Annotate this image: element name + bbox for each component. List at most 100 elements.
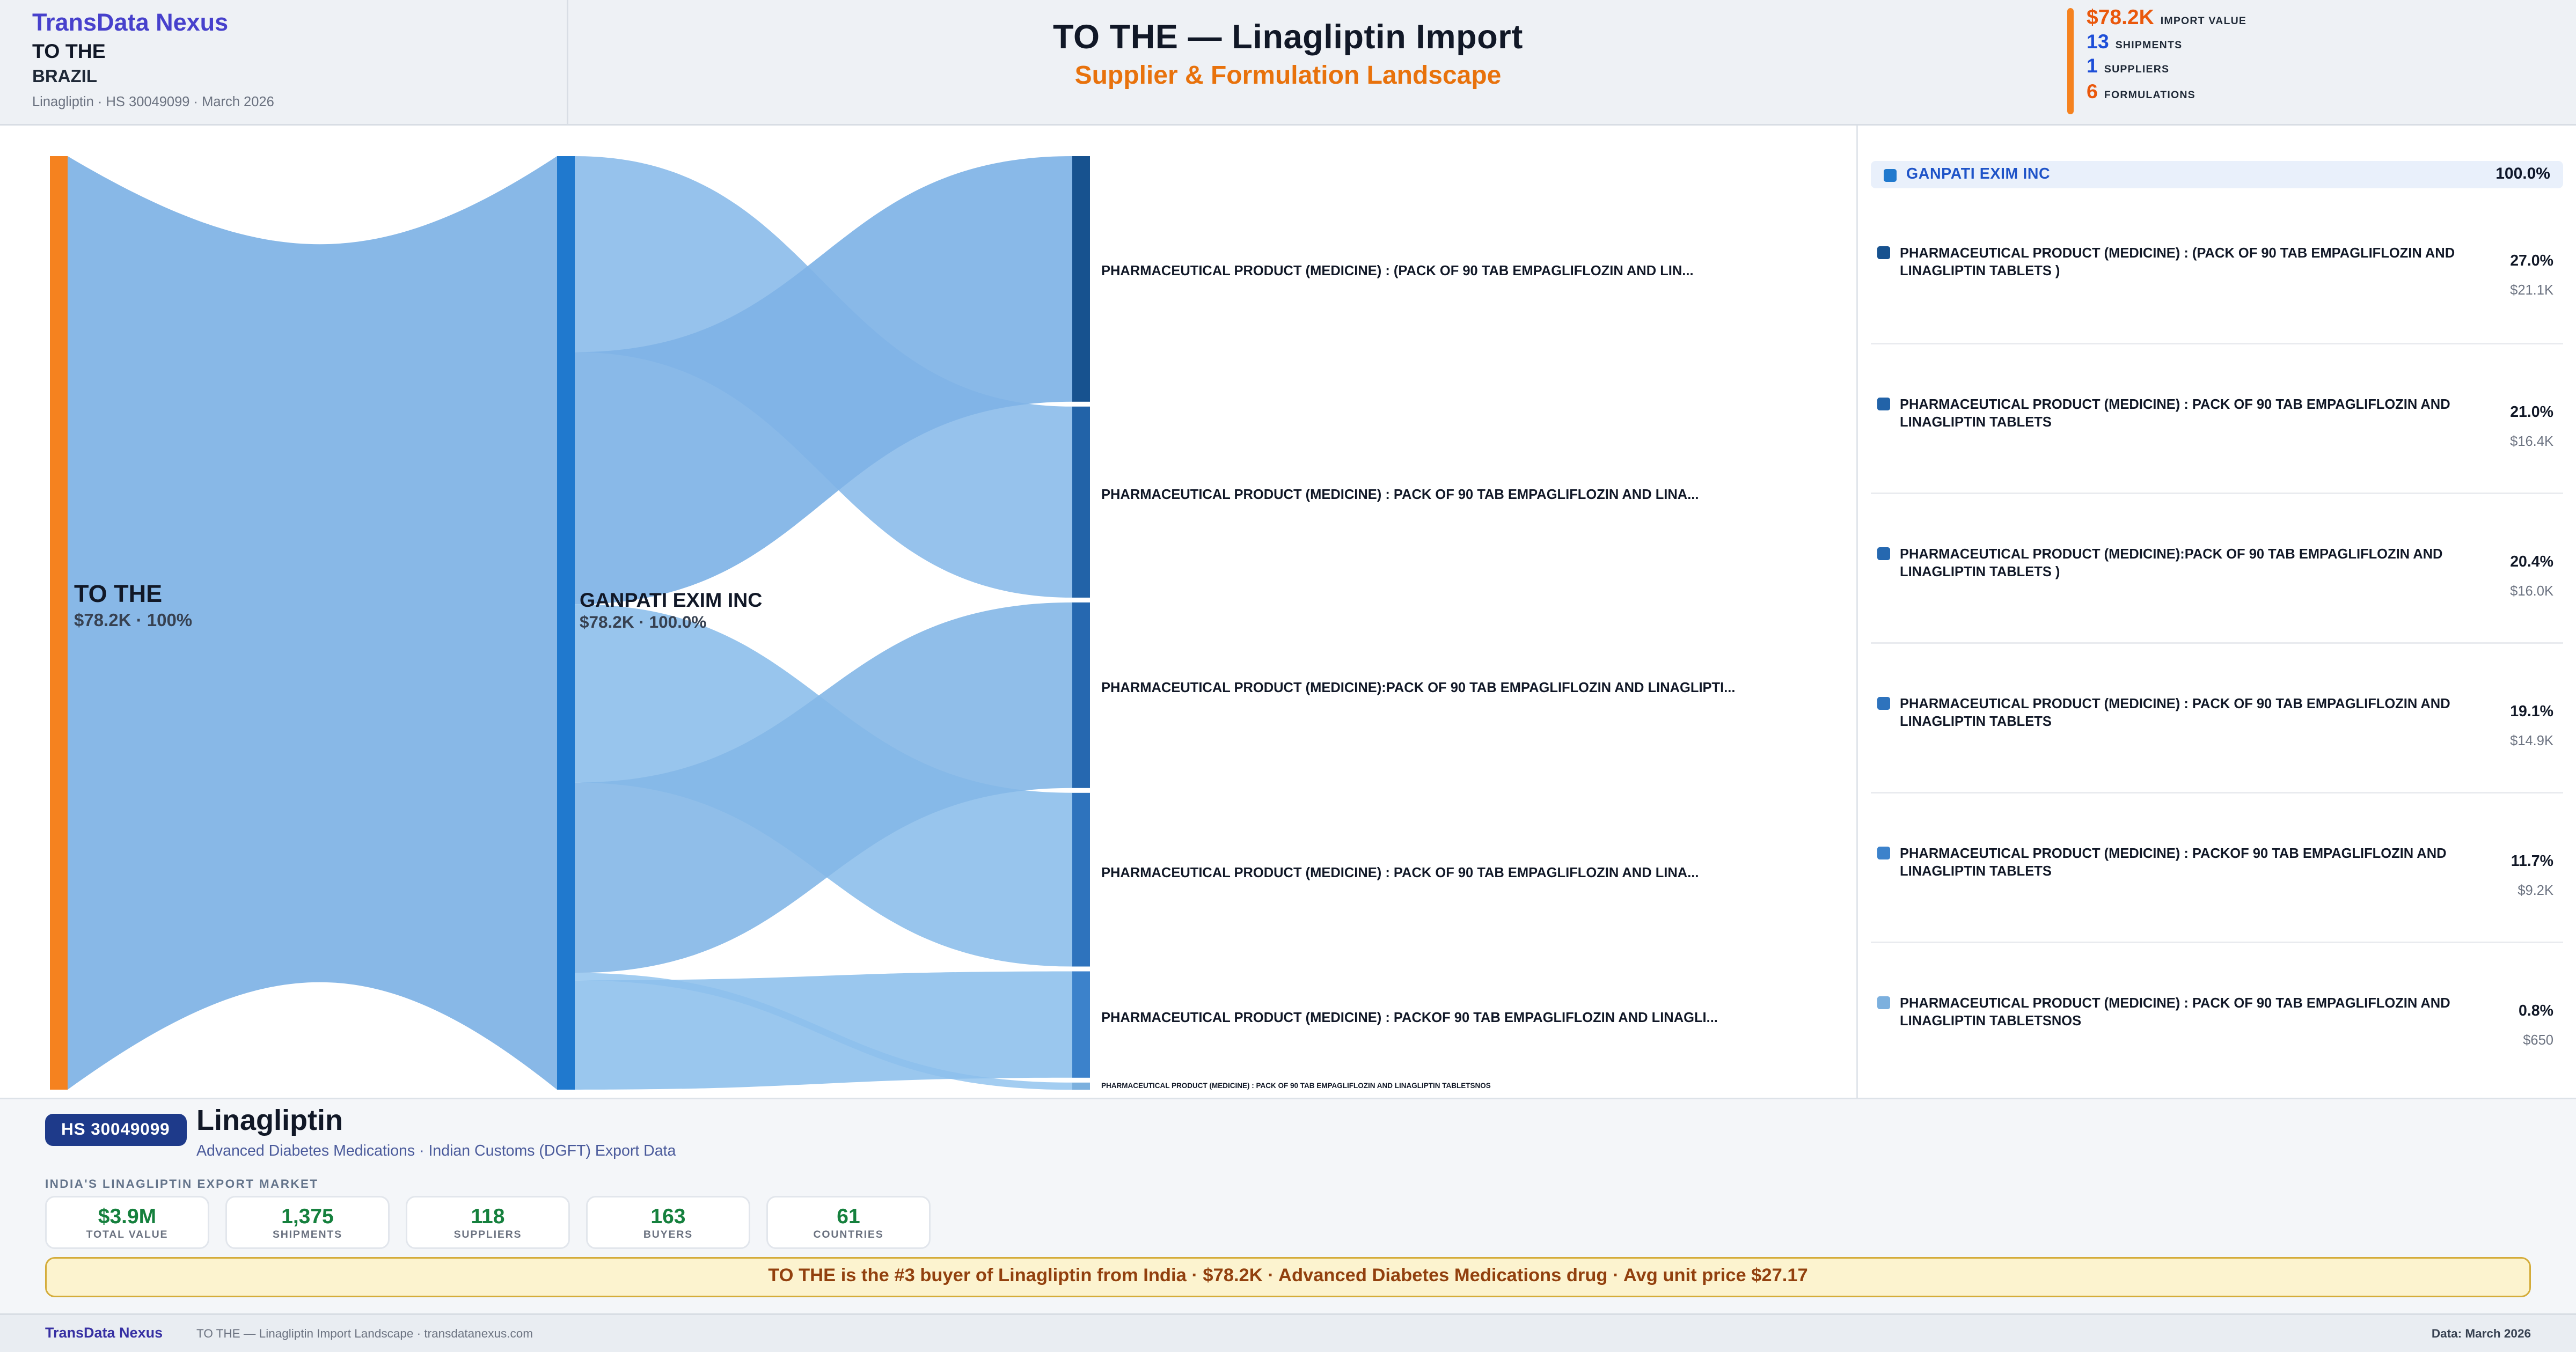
stat-import-value: $78.2K IMPORT VALUE [2087, 5, 2246, 30]
stat-card-shipments: 1,375 SHIPMENTS [225, 1196, 390, 1249]
supplier-node-label: GANPATI EXIM INC $78.2K · 100.0% [580, 589, 762, 633]
footer-brand: TransData Nexus [45, 1325, 163, 1341]
formulation-value: $14.9K [2510, 732, 2553, 748]
supplier-node-value: $78.2K · 100.0% [580, 613, 707, 633]
supplier-detail-row[interactable]: GANPATI EXIM INC 100.0% [1871, 161, 2563, 188]
stat-card-label: COUNTRIES [813, 1230, 884, 1241]
stat-suppliers: 1 SUPPLIERS [2087, 55, 2246, 80]
stat-import-value-label: IMPORT VALUE [2160, 16, 2247, 27]
formulation-label-1: PHARMACEUTICAL PRODUCT (MEDICINE) : (PAC… [1101, 262, 1694, 278]
header-meta: Linagliptin · HS 30049099 · March 2026 [32, 93, 274, 109]
formulation-share: 27.0% [2510, 253, 2553, 270]
stat-card-value: 61 [837, 1204, 860, 1228]
supplier-swatch-icon [1884, 168, 1897, 181]
market-section-label: INDIA'S LINAGLIPTIN EXPORT MARKET [45, 1177, 319, 1191]
formulation-name: PHARMACEUTICAL PRODUCT (MEDICINE) : PACK… [1900, 695, 2450, 730]
formulation-row[interactable]: PHARMACEUTICAL PRODUCT (MEDICINE) : PACK… [1871, 343, 2563, 493]
stat-shipments-number: 13 [2087, 30, 2109, 53]
supplier-node-name: GANPATI EXIM INC [580, 589, 763, 612]
formulation-share: 0.8% [2519, 1003, 2553, 1020]
formulation-swatch-icon [1877, 246, 1890, 259]
formulation-label-3: PHARMACEUTICAL PRODUCT (MEDICINE):PACK O… [1101, 679, 1736, 695]
product-name: Linagliptin [196, 1104, 343, 1136]
stat-formulations-label: FORMULATIONS [2104, 89, 2196, 101]
buyer-node-value: $78.2K · 100% [74, 612, 193, 631]
stat-import-value-number: $78.2K [2087, 5, 2154, 29]
formulation-label-6: PHARMACEUTICAL PRODUCT (MEDICINE) : PACK… [1101, 1082, 1491, 1090]
stat-formulations-number: 6 [2087, 79, 2098, 102]
node-formulation-3[interactable] [1072, 602, 1090, 788]
supplier-detail-share: 100.0% [2496, 166, 2550, 183]
formulation-name: PHARMACEUTICAL PRODUCT (MEDICINE):PACK O… [1900, 546, 2443, 580]
title-block: TO THE — Linagliptin Import Supplier & F… [580, 0, 1996, 126]
header-divider [567, 0, 568, 124]
footer-data-date: Data: March 2026 [2431, 1326, 2531, 1341]
flow-supplier-to-formulation-5[interactable] [575, 971, 1072, 1090]
sankey-chart: TO THE $78.2K · 100% GANPATI EXIM INC $7… [0, 126, 1856, 1098]
stat-card-label: SUPPLIERS [453, 1230, 522, 1241]
node-formulation-2[interactable] [1072, 406, 1090, 598]
formulation-row[interactable]: PHARMACEUTICAL PRODUCT (MEDICINE) : PACK… [1871, 792, 2563, 942]
page-title: TO THE — Linagliptin Import [1053, 19, 1523, 56]
supplier-detail-name: GANPATI EXIM INC [1906, 166, 2051, 183]
sankey-svg [50, 156, 1090, 1090]
panel-divider [1856, 126, 1858, 1098]
stat-card-label: BUYERS [643, 1230, 693, 1241]
formulation-share: 11.7% [2511, 853, 2553, 871]
formulation-name: PHARMACEUTICAL PRODUCT (MEDICINE) : PACK… [1900, 845, 2447, 879]
stat-suppliers-label: SUPPLIERS [2104, 64, 2170, 76]
header-buyer-country: BRAZIL [32, 68, 97, 87]
flow-supplier-to-formulation-3[interactable] [575, 602, 1072, 973]
formulation-label-4: PHARMACEUTICAL PRODUCT (MEDICINE) : PACK… [1101, 864, 1699, 880]
formulation-row[interactable]: PHARMACEUTICAL PRODUCT (MEDICINE) : PACK… [1871, 642, 2563, 792]
formulation-swatch-icon [1877, 847, 1890, 859]
node-formulation-5[interactable] [1072, 971, 1090, 1078]
formulation-swatch-icon [1877, 398, 1890, 410]
stat-card-value: 118 [471, 1204, 505, 1228]
header-buyer-name: TO THE [32, 40, 106, 63]
stats-accent-bar [2067, 8, 2074, 114]
formulation-row[interactable]: PHARMACEUTICAL PRODUCT (MEDICINE) : (PAC… [1871, 193, 2563, 343]
node-formulation-1[interactable] [1072, 156, 1090, 402]
footer-bar: TransData Nexus TO THE — Linagliptin Imp… [0, 1313, 2576, 1352]
stat-card-suppliers: 118 SUPPLIERS [406, 1196, 570, 1249]
stat-card-label: SHIPMENTS [272, 1230, 342, 1241]
node-formulation-4[interactable] [1072, 792, 1090, 967]
insight-banner: TO THE is the #3 buyer of Linagliptin fr… [45, 1257, 2531, 1297]
header-bar: TransData Nexus TO THE BRAZIL Linaglipti… [0, 0, 2576, 126]
formulation-row[interactable]: PHARMACEUTICAL PRODUCT (MEDICINE) : PACK… [1871, 942, 2563, 1091]
formulation-rows: PHARMACEUTICAL PRODUCT (MEDICINE) : (PAC… [1871, 193, 2563, 1091]
buyer-node-name: TO THE [74, 581, 163, 608]
formulation-name: PHARMACEUTICAL PRODUCT (MEDICINE) : PACK… [1900, 995, 2450, 1029]
formulation-value: $9.2K [2518, 882, 2553, 898]
footer-description: TO THE — Linagliptin Import Landscape · … [196, 1326, 533, 1341]
brand-logo: TransData Nexus [32, 10, 229, 37]
formulation-value: $21.1K [2510, 282, 2553, 298]
formulation-label-2: PHARMACEUTICAL PRODUCT (MEDICINE) : PACK… [1101, 486, 1699, 502]
formulation-swatch-icon [1877, 996, 1890, 1009]
market-stat-cards: $3.9M TOTAL VALUE 1,375 SHIPMENTS 118 SU… [45, 1196, 931, 1249]
stat-suppliers-number: 1 [2087, 55, 2098, 77]
product-section: HS 30049099 Linagliptin Advanced Diabete… [0, 1098, 2576, 1313]
stat-card-value: $3.9M [98, 1204, 157, 1228]
buyer-node-label: TO THE $78.2K · 100% [74, 581, 192, 631]
formulation-share: 21.0% [2510, 404, 2553, 422]
stat-shipments-label: SHIPMENTS [2115, 39, 2183, 51]
stat-card-countries: 61 COUNTRIES [766, 1196, 931, 1249]
formulation-name: PHARMACEUTICAL PRODUCT (MEDICINE) : PACK… [1900, 396, 2450, 430]
hs-code-badge: HS 30049099 [45, 1114, 186, 1146]
formulation-swatch-icon [1877, 697, 1890, 710]
stat-card-value: 163 [650, 1204, 686, 1228]
formulation-swatch-icon [1877, 547, 1890, 560]
formulation-details-panel: GANPATI EXIM INC 100.0% PHARMACEUTICAL P… [1858, 126, 2576, 1098]
formulation-share: 19.1% [2510, 703, 2553, 721]
flow-supplier-to-formulation-1[interactable] [575, 156, 1072, 605]
node-supplier[interactable] [557, 156, 575, 1090]
flow-buyer-to-supplier[interactable] [68, 156, 557, 1090]
formulation-row[interactable]: PHARMACEUTICAL PRODUCT (MEDICINE):PACK O… [1871, 493, 2563, 642]
node-buyer[interactable] [50, 156, 68, 1090]
stat-shipments: 13 SHIPMENTS [2087, 30, 2246, 55]
formulation-value: $650 [2523, 1032, 2553, 1048]
node-formulation-6[interactable] [1072, 1082, 1090, 1090]
